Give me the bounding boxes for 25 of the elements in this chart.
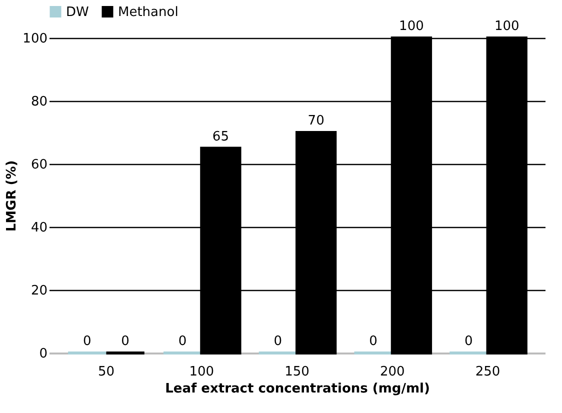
x-tick-label: 200 [380,364,405,380]
data-label: 0 [464,334,473,349]
legend-label: Methanol [118,4,178,20]
data-label: 0 [121,334,130,349]
data-label: 0 [274,334,282,349]
y-tick-label: 100 [22,32,48,46]
x-tick-label: 250 [475,364,500,380]
data-label: 0 [83,334,92,349]
y-tick-label: 20 [30,284,48,298]
data-label: 100 [494,19,520,34]
y-tick-label: 80 [30,94,48,110]
data-label: 100 [399,19,424,34]
data-label: 65 [212,129,229,144]
y-axis-title: LMGR (%) [4,160,20,232]
y-tick-label: 40 [30,220,48,236]
legend-label: DW [66,4,90,20]
data-label: 70 [308,114,324,128]
x-tick-label: 150 [284,364,310,380]
x-tick-label: 50 [98,364,115,380]
data-label: 0 [369,334,378,349]
data-label: 0 [178,334,187,349]
x-axis-title: Leaf extract concentrations (mg/ml) [165,382,430,396]
y-tick-label: 0 [39,346,48,362]
y-tick-label: 60 [30,158,48,172]
x-tick-label: 100 [189,364,214,380]
